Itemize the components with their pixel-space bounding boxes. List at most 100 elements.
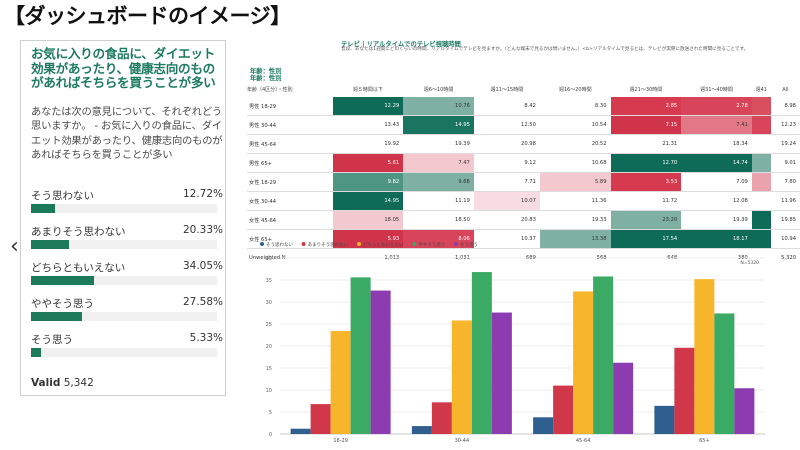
option-label: そう思う (31, 334, 73, 346)
table-cell: 7.47 (403, 153, 474, 173)
table-cell: 23.20 (610, 210, 682, 230)
y-tick-label: 25 (266, 322, 272, 328)
table-cell: 12.23 (770, 115, 800, 135)
table-cell: 18.17 (681, 229, 752, 249)
table-cell: 8.30 (539, 97, 611, 116)
y-tick-label: 15 (266, 366, 272, 372)
option-percent: 12.72% (182, 188, 223, 200)
table-cell: 20.98 (473, 134, 540, 154)
table-cell: 12.29 (332, 97, 404, 116)
row-label: 女性 65+ (247, 229, 333, 249)
legend-marker (454, 242, 458, 246)
table-cell: 7.80 (770, 172, 800, 192)
table-cell: 9.82 (332, 172, 404, 192)
table-cell: 20.83 (473, 210, 540, 230)
table-cell: 18.05 (332, 210, 404, 230)
y-tick-label: 0 (269, 432, 272, 438)
x-tick-label: 65+ (699, 438, 710, 444)
bar (350, 277, 371, 434)
table-cell: 19.33 (539, 210, 611, 230)
bar (734, 388, 755, 434)
table-header-row: 年齢（4区分）・性別 週５時間以下 週6〜10時間 週11〜15時間 週16〜20時間 週… (247, 82, 800, 97)
survey-option: そう思う 5.33% (31, 332, 223, 366)
chevron-left-icon[interactable]: ‹ (10, 234, 19, 259)
table-cell: 10.94 (770, 229, 800, 249)
bar (330, 331, 351, 434)
bar (290, 428, 311, 434)
y-tick-label: 20 (266, 344, 272, 350)
table-cell: 13.43 (332, 115, 404, 135)
table-cell: 11.19 (403, 191, 474, 211)
row-label: 女性 45-64 (247, 210, 333, 230)
table-cell: 14.95 (403, 115, 474, 135)
bar (694, 279, 715, 434)
table-cell: 12.50 (473, 115, 540, 135)
x-tick-label: 18-29 (333, 438, 348, 444)
bar (491, 312, 512, 434)
column-header: 週11〜15時間 (490, 87, 524, 93)
row-label: 男性 30-44 (247, 115, 333, 135)
y-tick-label: 40 (266, 256, 272, 262)
x-tick-label: 30-44 (455, 438, 470, 444)
table-cell: 9.12 (473, 153, 540, 173)
table-cell: 8.42 (473, 97, 540, 116)
legend-marker (412, 242, 417, 246)
table-cell: 19.85 (770, 210, 800, 230)
table-cell: 7.15 (610, 115, 682, 135)
column-header: 週５時間以下 (352, 87, 383, 93)
table-cell: 18.34 (681, 134, 752, 154)
bar (431, 402, 452, 434)
option-percent: 34.05% (182, 260, 223, 272)
table-cell: 7.41 (681, 115, 752, 135)
table-cell: 10.07 (473, 191, 540, 211)
legend-label: あまりそう思わない (308, 241, 349, 248)
survey-option: どちらともいえない 34.05% (31, 260, 223, 294)
survey-card: お気に入りの食品に、ダイエット効果があったり、健康志向のものがあればそちらを買う… (20, 40, 226, 396)
survey-prompt: あなたは次の意見について、それぞれどう思いますか。 - お気に入りの食品に、ダイ… (31, 106, 223, 161)
column-header: 週21〜30時間 (629, 87, 663, 93)
table-row: 女性 45-64 18.05 18.50 20.83 19.33 23.20 19.39 19… (247, 210, 800, 230)
table-cell: 14.95 (332, 191, 404, 211)
page-title: 【ダッシュボードのイメージ】 (4, 4, 291, 28)
option-bar-fill (31, 312, 83, 321)
table-cell: 10.54 (539, 115, 611, 135)
table-cell (751, 172, 771, 192)
bar-chart: 0 5 10 15 20 25 30 35 40 そう思わない あまりそう思わない どちらともいえない… (260, 241, 765, 444)
option-percent: 5.33% (189, 332, 223, 344)
tv-table-subtitle: 普段、あなたは1週間にどのくらいの時間、リアルタイムでテレビを見ますか。（どんな… (341, 47, 749, 52)
bar (310, 404, 331, 434)
table-cell: 12.70 (610, 153, 682, 173)
table-cell: 18.50 (403, 210, 474, 230)
bar (714, 313, 735, 434)
table-cell: 5.93 (332, 229, 404, 249)
footer-label: Unweighted N (249, 255, 286, 261)
row-header-label: 年齢（4区分）・性別 (247, 87, 293, 93)
survey-option: そう思わない 12.72% (31, 188, 223, 222)
table-cell: 5.61 (332, 153, 404, 173)
table-cell: 19.92 (332, 134, 404, 154)
option-bar-track (31, 348, 217, 357)
valid-label: Valid (31, 377, 61, 389)
table-cell: 13.38 (539, 229, 611, 249)
row-label: 男性 45-64 (247, 134, 333, 154)
legend-label: ややそう思う (418, 241, 445, 248)
bar (674, 347, 695, 434)
table-row: 男性 65+ 5.61 7.47 9.12 10.68 12.70 14.74 9.01 (247, 153, 800, 173)
table-row: 男性 45-64 19.92 19.39 20.98 20.52 21.31 18.34 19… (247, 134, 800, 154)
option-label: どちらともいえない (31, 262, 126, 274)
table-row: 女性 18-29 9.82 9.68 7.71 5.89 3.53 7.09 7.80 (247, 172, 800, 192)
legend-label: どちらともいえない (363, 241, 404, 248)
table-cell: 9.01 (770, 153, 800, 173)
legend-label: そう思わない (266, 241, 293, 248)
valid-count: Valid 5,342 (31, 377, 94, 389)
table-cell: 14.74 (681, 153, 752, 173)
table-cell: 10.76 (403, 97, 474, 116)
option-label: あまりそう思わない (31, 226, 126, 238)
table-cell: 11.36 (539, 191, 611, 211)
table-cell: 17.54 (610, 229, 682, 249)
bar (613, 362, 634, 434)
column-header: 週16〜20時間 (558, 87, 592, 93)
table-row: 男性 18-29 12.29 10.76 8.42 8.30 2.85 2.78 8.98 (247, 97, 800, 116)
heatmap-table: 年齢（4区分）・性別 週５時間以下 週6〜10時間 週11〜15時間 週16〜20時間 週… (247, 82, 800, 267)
x-tick-label: 45-64 (576, 438, 591, 444)
